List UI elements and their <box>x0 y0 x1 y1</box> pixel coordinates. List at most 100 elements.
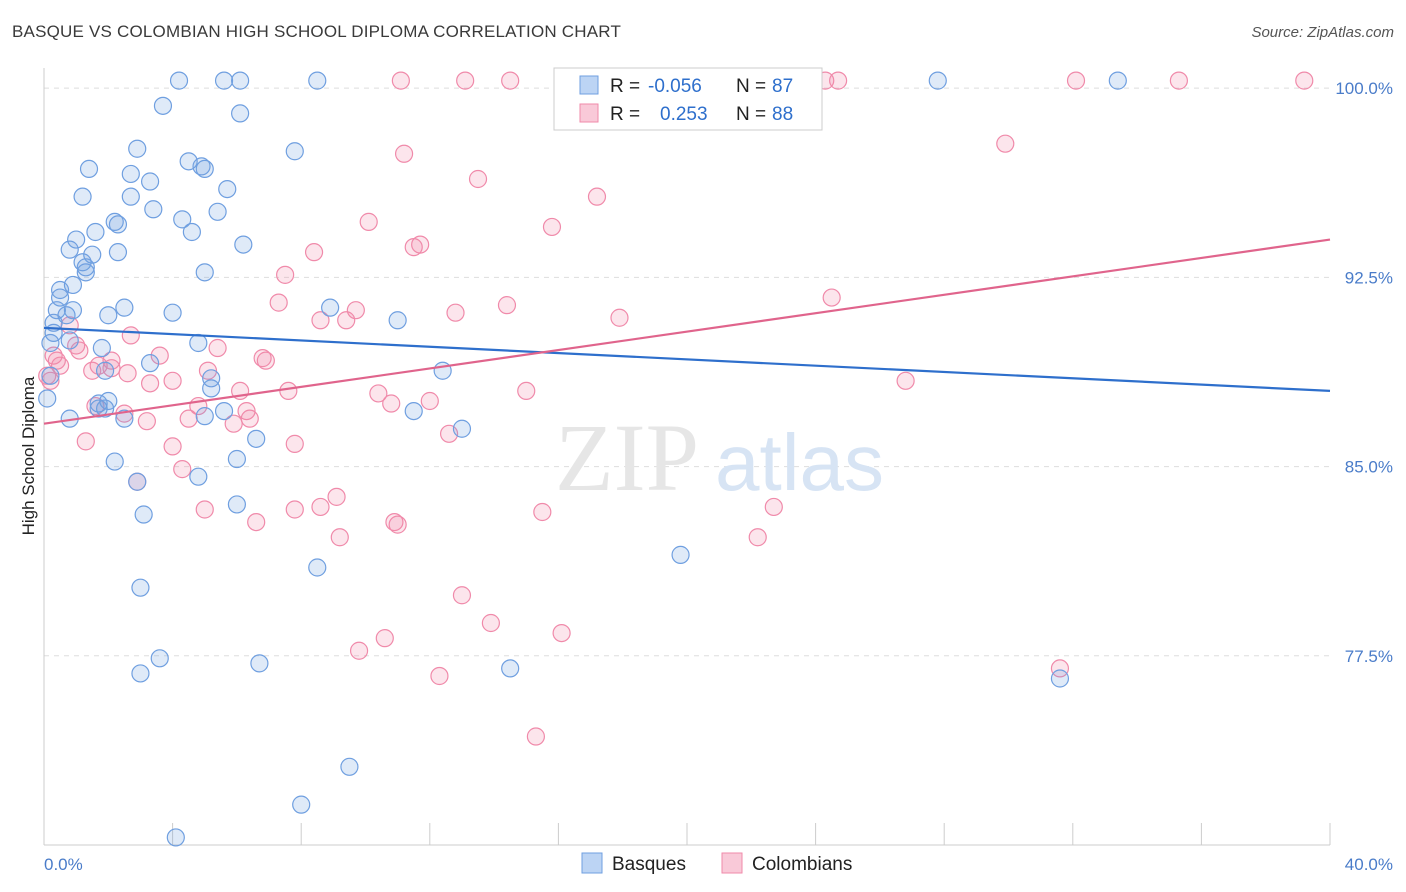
colombians-point <box>388 515 407 534</box>
x-tick-label: 0.0% <box>44 855 83 874</box>
basques-point <box>131 664 150 683</box>
colombians-point <box>497 296 517 315</box>
basques-point <box>60 240 79 259</box>
basques-point <box>108 215 128 234</box>
basques-point <box>95 361 115 380</box>
colombians-point <box>430 666 449 686</box>
y-tick-label: 77.5% <box>1345 647 1393 666</box>
basques-point <box>79 159 99 179</box>
colombians-point <box>121 326 140 345</box>
basques-point <box>115 298 134 317</box>
basques-point <box>166 828 185 847</box>
watermark-zip: ZIP <box>555 404 699 511</box>
legend-n-value-basques: 87 <box>772 76 793 97</box>
colombians-point <box>208 338 227 358</box>
colombians-point <box>481 613 500 633</box>
grid-lines <box>44 87 1330 657</box>
basques-point <box>108 243 128 262</box>
colombians-point <box>279 381 298 401</box>
legend-r-value-colombians: 0.253 <box>660 104 708 125</box>
colombians-point <box>311 311 330 330</box>
basques-point <box>250 654 269 673</box>
basques-point <box>308 71 327 90</box>
basques-trend-line <box>43 326 1331 393</box>
bottom-legend-label-colombians: Colombians <box>752 854 852 875</box>
colombians-point <box>173 460 192 479</box>
basques-point <box>41 333 60 353</box>
basques-point <box>169 71 189 90</box>
colombians-point <box>140 374 160 393</box>
colombians-point <box>1050 659 1070 678</box>
bottom-legend-label-basques: Basques <box>612 854 686 875</box>
colombians-point <box>349 641 369 660</box>
basques-point <box>218 179 237 199</box>
basques-point <box>163 303 182 322</box>
colombians-point <box>253 349 272 368</box>
legend-r-label-colombians: R = <box>610 104 640 125</box>
colombians-point <box>1066 71 1086 90</box>
colombians-point <box>896 371 915 390</box>
colombians-point <box>822 288 841 307</box>
basques-point <box>134 505 153 524</box>
legend-swatch-basques <box>579 75 599 95</box>
basques-point <box>308 558 327 577</box>
colombians-point <box>748 528 767 547</box>
colombians-point <box>224 414 243 433</box>
basques-point <box>247 429 266 448</box>
basques-point <box>195 159 214 179</box>
x-tick-label: 40.0% <box>1345 855 1393 874</box>
basques-point <box>189 467 208 486</box>
colombians-point <box>394 144 414 163</box>
basques-point <box>105 212 124 231</box>
basques-point <box>452 419 472 438</box>
basques-point <box>128 472 147 491</box>
colombians-point <box>996 134 1015 153</box>
y-tick-label: 100.0% <box>1335 79 1393 98</box>
trend-lines <box>43 238 1331 425</box>
basques-point <box>153 96 173 115</box>
colombians-point <box>76 432 95 451</box>
basques-point <box>121 187 140 206</box>
colombians-point <box>526 727 545 746</box>
basques-point <box>189 333 208 353</box>
basques-point <box>73 253 92 272</box>
legend-swatch-colombians <box>579 103 599 123</box>
colombians-point <box>533 502 552 522</box>
basques-point <box>234 235 253 254</box>
colombians-point <box>420 391 439 411</box>
basques-point <box>140 354 160 373</box>
basques-point <box>231 71 250 90</box>
basques-point <box>195 263 214 282</box>
colombians-point <box>764 497 783 517</box>
basques-point <box>144 200 163 219</box>
basques-point <box>121 164 140 184</box>
basques-point <box>67 230 86 249</box>
basques-point <box>928 71 947 90</box>
basques-point <box>86 222 105 242</box>
colombians-point <box>240 409 259 428</box>
basques-point <box>388 311 407 330</box>
colombians-point <box>404 238 423 257</box>
basques-point <box>38 389 57 408</box>
basques-point <box>195 407 214 426</box>
colombians-point <box>829 71 848 90</box>
bottom-legend-swatch-colombians <box>721 852 743 874</box>
basques-point <box>89 399 108 418</box>
basques-point <box>202 369 221 388</box>
y-axis-title: High School Diploma <box>19 376 38 535</box>
colombians-point <box>195 500 214 519</box>
colombians-point <box>385 512 404 532</box>
colombians-point <box>446 303 465 322</box>
legend-r-label-basques: R = <box>610 76 640 97</box>
basques-point <box>173 210 192 229</box>
basques-point <box>95 399 115 418</box>
colombians-point <box>587 187 607 206</box>
colombians-point <box>1169 71 1188 90</box>
basques-point <box>1108 71 1127 90</box>
basques-point <box>214 71 234 90</box>
basques-point <box>231 104 250 123</box>
basques-point <box>202 379 221 398</box>
legend-n-value-colombians: 88 <box>772 104 793 125</box>
colombians-point <box>542 217 562 237</box>
